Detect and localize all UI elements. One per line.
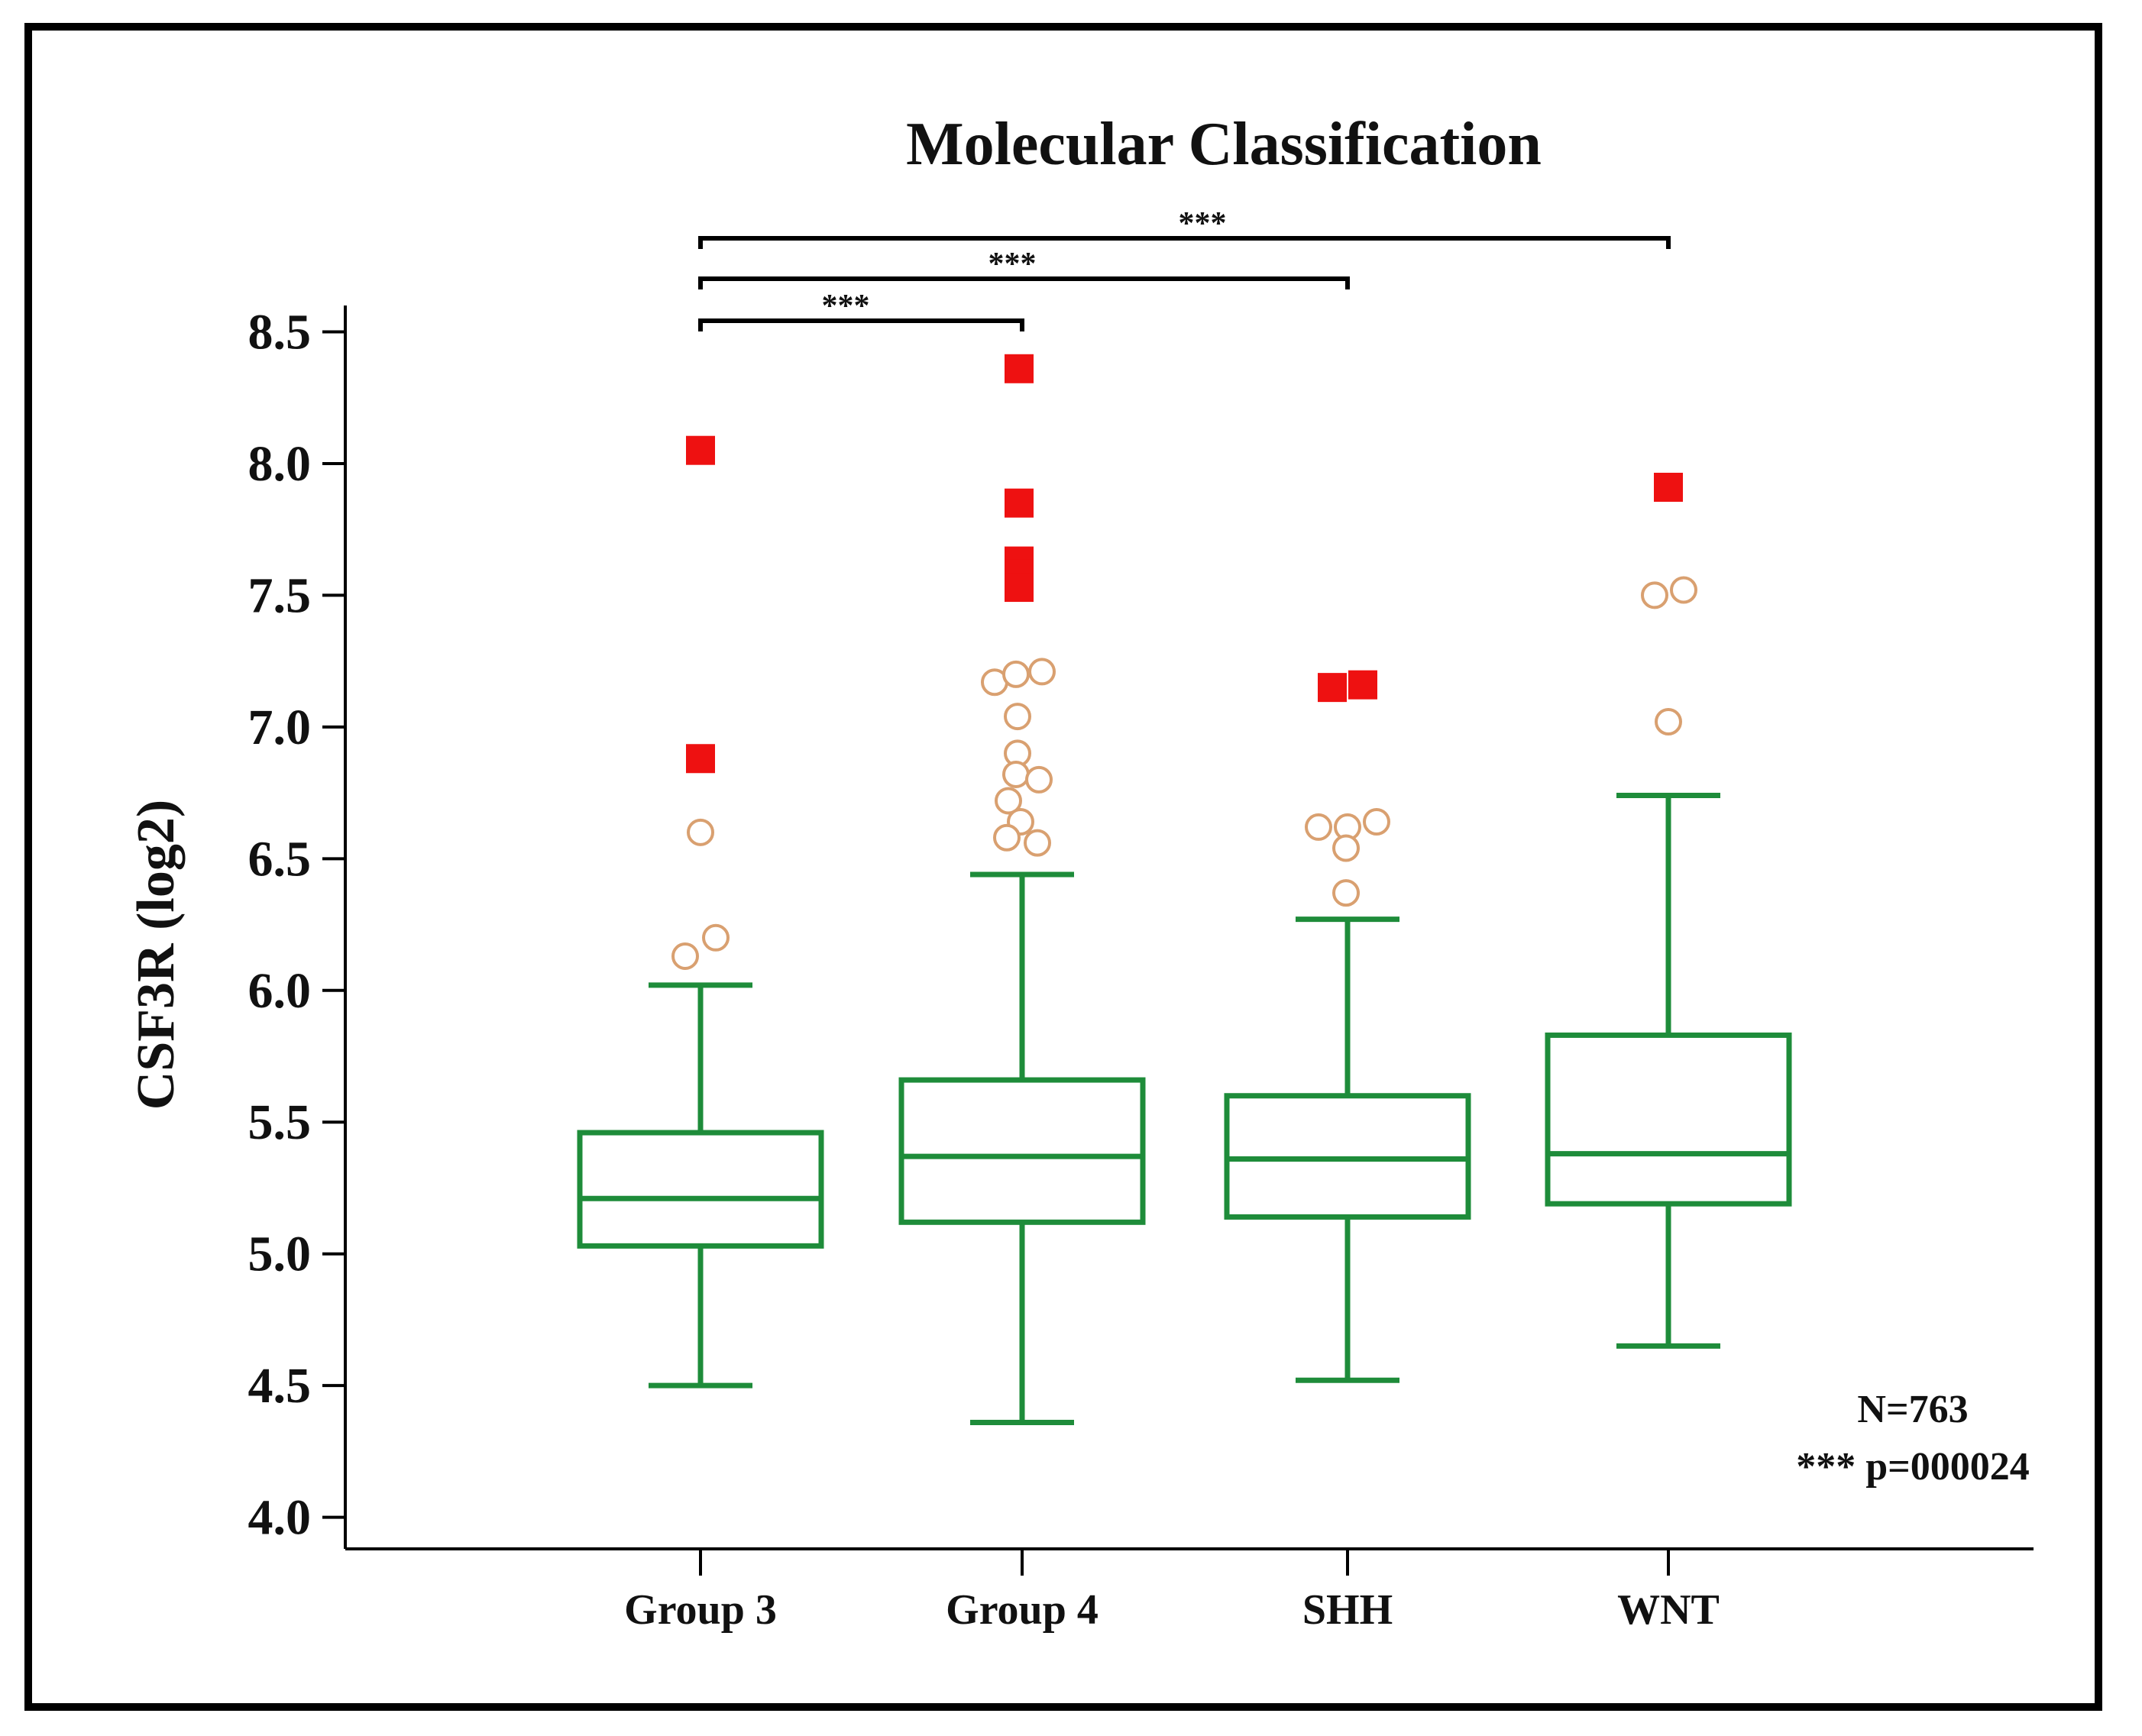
box-plot-chart: Molecular Classification CSF3R (log2) 4.… xyxy=(127,111,2034,1634)
p-value-note: *** p=000024 xyxy=(1796,1445,2030,1489)
outlier-point xyxy=(671,942,699,970)
outlier-point xyxy=(1332,834,1360,862)
outlier-point xyxy=(993,823,1021,852)
outlier-point xyxy=(1025,765,1053,794)
bracket-line xyxy=(698,276,1350,289)
outlier-point xyxy=(1655,707,1682,735)
extreme-point xyxy=(1654,472,1683,502)
extreme-point xyxy=(1318,673,1347,703)
x-tick-label: Group 4 xyxy=(946,1586,1099,1634)
outlier-point xyxy=(1363,808,1390,836)
iqr-box xyxy=(898,1077,1146,1225)
box-wnt xyxy=(1545,793,1792,1349)
outlier-point xyxy=(1002,760,1030,788)
y-tick-label: 5.5 xyxy=(248,1094,312,1150)
significance-label: *** xyxy=(988,247,1037,282)
extreme-point xyxy=(1005,354,1034,383)
outlier-point xyxy=(1028,658,1056,686)
outlier-point xyxy=(1332,879,1360,907)
outlier-point xyxy=(1641,581,1668,609)
extreme-point xyxy=(686,744,715,774)
extreme-point xyxy=(1005,573,1034,603)
boxes xyxy=(577,793,1792,1425)
outlier-point xyxy=(1002,660,1030,688)
outlier-point xyxy=(1305,813,1332,841)
significance-bracket: *** xyxy=(698,206,1671,249)
axes: 4.0 4.5 5.0 5.5 6.0 6.5 7.0 7.5 8.0 8.5 Group 3 Gro… xyxy=(248,304,2034,1634)
y-tick-label: 4.0 xyxy=(248,1490,312,1546)
box-group-3 xyxy=(577,982,824,1388)
significance-bracket: *** xyxy=(698,289,1024,331)
y-axis-label: CSF3R (log2) xyxy=(127,800,186,1110)
significance-bracket: *** xyxy=(698,247,1350,289)
significance-brackets: *** *** *** xyxy=(698,206,1671,331)
x-tick-label: SHH xyxy=(1302,1586,1393,1634)
y-tick-label: 5.0 xyxy=(248,1227,312,1282)
bracket-line xyxy=(698,318,1024,331)
box-group-4 xyxy=(898,871,1146,1425)
y-tick-label: 4.5 xyxy=(248,1358,312,1414)
chart-frame: Molecular Classification CSF3R (log2) 4.… xyxy=(24,23,2102,1711)
box-shh xyxy=(1224,916,1471,1383)
outlier-point xyxy=(1670,576,1697,604)
extreme-point xyxy=(1348,670,1377,700)
iqr-box xyxy=(577,1130,824,1249)
y-tick-label: 8.0 xyxy=(248,436,312,492)
significance-label: *** xyxy=(822,289,870,324)
x-tick-label: Group 3 xyxy=(624,1586,777,1634)
y-tick-label: 7.0 xyxy=(248,700,312,755)
outlier-point xyxy=(702,923,730,952)
chart-title: Molecular Classification xyxy=(906,111,1542,178)
y-tick-label: 8.5 xyxy=(248,304,312,360)
significance-label: *** xyxy=(1179,206,1227,241)
y-tick-label: 6.5 xyxy=(248,831,312,887)
outlier-points xyxy=(671,354,1697,970)
sample-size-note: N=763 xyxy=(1857,1388,1968,1431)
outlier-point xyxy=(1004,703,1031,731)
y-tick-label: 6.0 xyxy=(248,963,312,1019)
outlier-point xyxy=(687,818,714,846)
y-tick-label: 7.5 xyxy=(248,567,312,623)
extreme-point xyxy=(1005,488,1034,518)
bracket-line xyxy=(698,236,1671,249)
outlier-point xyxy=(995,787,1022,815)
x-tick-label: WNT xyxy=(1617,1586,1720,1634)
extreme-point xyxy=(686,435,715,465)
outlier-point xyxy=(1024,829,1051,857)
iqr-box xyxy=(1545,1032,1792,1207)
